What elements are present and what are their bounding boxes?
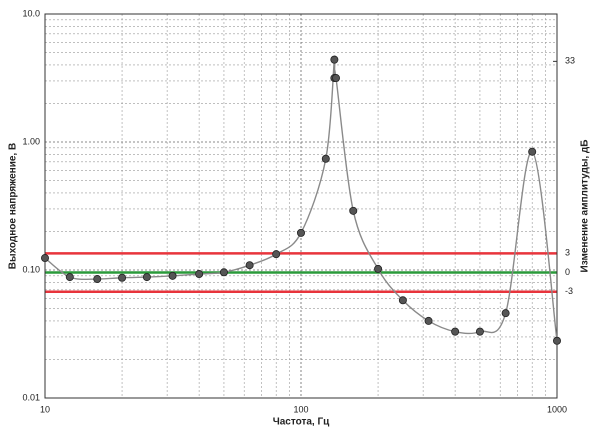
y2-tick-label: -3 — [565, 286, 573, 296]
data-point — [296, 228, 305, 237]
data-point — [330, 55, 339, 64]
x-tick-label: 1000 — [547, 404, 567, 414]
data-point — [451, 327, 460, 336]
data-point — [118, 273, 127, 282]
data-point — [272, 250, 281, 259]
data-point — [398, 296, 407, 305]
y2-tick-label: 0 — [565, 267, 570, 277]
data-point — [332, 74, 341, 83]
data-point — [501, 309, 510, 318]
y-axis-title: Выходное напряжение, В — [8, 143, 19, 269]
data-point — [65, 273, 74, 282]
data-point — [374, 264, 383, 273]
data-point — [321, 154, 330, 163]
y-tick-label: 0.10 — [22, 264, 40, 274]
data-point — [41, 254, 50, 263]
y-tick-label: 10.0 — [22, 8, 40, 18]
data-point — [93, 275, 102, 284]
data-point — [195, 270, 204, 279]
data-point — [553, 336, 562, 345]
plot-frame — [44, 13, 558, 399]
data-point — [168, 271, 177, 280]
y-tick-label: 1.00 — [22, 136, 40, 146]
y2-axis-title: Изменение амплитуды, дБ — [580, 140, 591, 273]
data-point — [245, 261, 254, 270]
data-point — [219, 268, 228, 277]
x-tick-label: 10 — [40, 404, 50, 414]
data-point — [349, 206, 358, 215]
data-point — [528, 147, 537, 156]
data-point — [424, 316, 433, 325]
y2-tick-label: 33 — [565, 56, 575, 66]
y2-tick-label: 3 — [565, 248, 570, 258]
data-point — [142, 273, 151, 282]
x-tick-label: 100 — [293, 404, 308, 414]
x-axis-title: Частота, Гц — [273, 417, 330, 428]
y-tick-label: 0.01 — [22, 392, 40, 402]
data-point — [475, 327, 484, 336]
